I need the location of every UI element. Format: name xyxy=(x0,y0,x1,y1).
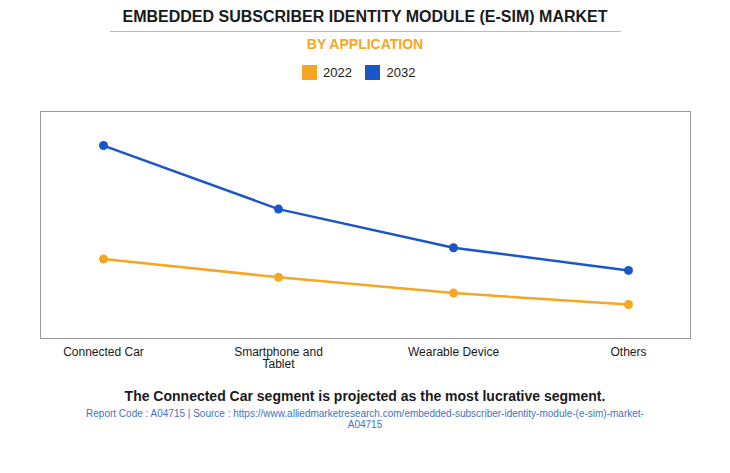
html-text:EMBEDDED SUBSCRIBER IDENTITY M: EMBEDDED SUBSCRIBER IDENTITY MODULE (E-S… xyxy=(122,8,608,25)
svg-text:Wearable Device: Wearable Device xyxy=(408,345,499,359)
html-text:Report Code : A04715 | Source: Report Code : A04715 | Source : https://… xyxy=(86,407,644,430)
svg-text:Connected Car: Connected Car xyxy=(63,345,144,359)
html-text:BY APPLICATION: BY APPLICATION xyxy=(306,36,424,52)
html-text:The Connected Car segment is p: The Connected Car segment is projected a… xyxy=(124,387,606,404)
html-text:2022: 2022 xyxy=(323,65,352,80)
svg-text:Smartphone andTablet: Smartphone andTablet xyxy=(234,345,323,371)
svg-text:Others: Others xyxy=(610,345,646,359)
html-text:2032: 2032 xyxy=(386,65,416,80)
